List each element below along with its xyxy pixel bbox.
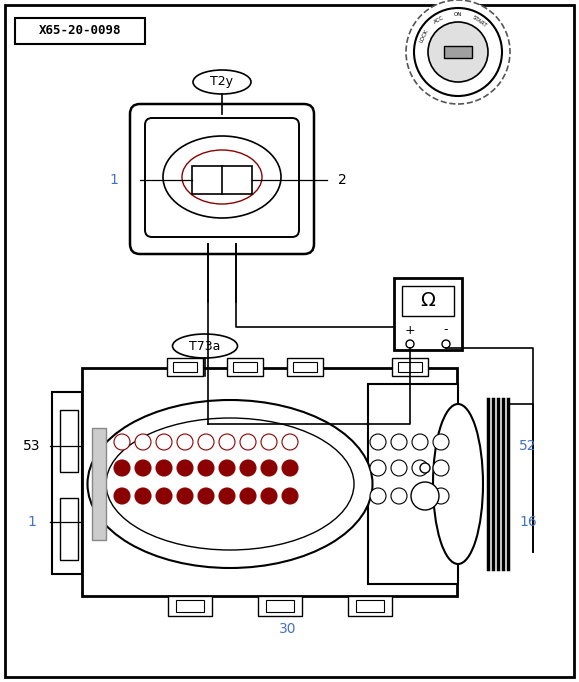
Text: ACC: ACC (434, 15, 446, 25)
Circle shape (177, 434, 193, 450)
Ellipse shape (106, 418, 354, 550)
Circle shape (370, 488, 386, 504)
Ellipse shape (163, 136, 281, 218)
Circle shape (433, 488, 449, 504)
Ellipse shape (193, 70, 251, 94)
Text: +: + (405, 323, 415, 336)
Circle shape (135, 488, 151, 504)
Circle shape (420, 463, 430, 473)
Ellipse shape (433, 404, 483, 564)
Bar (92, 428, 106, 540)
Circle shape (219, 434, 235, 450)
Text: 53: 53 (23, 439, 41, 453)
Circle shape (414, 8, 502, 96)
Circle shape (433, 434, 449, 450)
Bar (52, 392, 82, 574)
Circle shape (391, 460, 407, 476)
Circle shape (411, 482, 439, 510)
Circle shape (156, 460, 172, 476)
Bar (356, 600, 384, 612)
Circle shape (240, 488, 256, 504)
Circle shape (442, 340, 450, 348)
Circle shape (219, 488, 235, 504)
Ellipse shape (87, 400, 372, 568)
Text: ON: ON (454, 12, 462, 18)
Circle shape (198, 460, 214, 476)
Text: 2: 2 (338, 173, 346, 187)
Text: LOCK: LOCK (419, 29, 430, 44)
FancyBboxPatch shape (130, 104, 314, 254)
Bar (266, 600, 294, 612)
Circle shape (114, 434, 130, 450)
Circle shape (240, 434, 256, 450)
Bar (15, 18, 145, 44)
Ellipse shape (182, 150, 262, 204)
Bar (167, 358, 203, 376)
Bar (293, 362, 317, 372)
Circle shape (370, 460, 386, 476)
Text: START: START (471, 15, 488, 29)
Circle shape (370, 434, 386, 450)
Circle shape (198, 488, 214, 504)
Bar (444, 46, 472, 58)
Circle shape (114, 460, 130, 476)
Circle shape (412, 460, 428, 476)
Circle shape (135, 460, 151, 476)
Ellipse shape (173, 334, 237, 358)
Circle shape (177, 460, 193, 476)
Text: X65-20-0098: X65-20-0098 (39, 25, 121, 38)
Bar (60, 410, 78, 472)
Circle shape (114, 488, 130, 504)
Circle shape (433, 460, 449, 476)
Bar (402, 286, 454, 316)
Circle shape (135, 434, 151, 450)
Text: 1: 1 (109, 173, 119, 187)
Circle shape (219, 460, 235, 476)
Bar (60, 498, 78, 560)
Circle shape (391, 488, 407, 504)
Circle shape (391, 434, 407, 450)
Text: 1: 1 (28, 515, 36, 529)
Circle shape (156, 488, 172, 504)
Bar (168, 596, 212, 616)
Circle shape (282, 460, 298, 476)
Text: T73a: T73a (189, 340, 221, 353)
Text: Ω: Ω (420, 291, 435, 310)
Text: T2y: T2y (211, 76, 233, 89)
Text: -: - (444, 323, 448, 336)
Bar (398, 362, 422, 372)
FancyBboxPatch shape (145, 118, 299, 237)
Circle shape (177, 488, 193, 504)
Text: 16: 16 (519, 515, 537, 529)
Bar (173, 362, 197, 372)
Circle shape (428, 22, 488, 82)
Bar (82, 368, 457, 596)
Bar (392, 358, 428, 376)
Bar (176, 600, 204, 612)
Circle shape (261, 460, 277, 476)
Bar (192, 166, 252, 194)
Bar (368, 384, 458, 584)
Circle shape (282, 434, 298, 450)
Circle shape (261, 434, 277, 450)
Bar (233, 362, 257, 372)
Text: 30: 30 (279, 622, 297, 636)
Circle shape (406, 340, 414, 348)
Circle shape (282, 488, 298, 504)
Bar (287, 358, 323, 376)
Text: 52: 52 (519, 439, 537, 453)
Circle shape (412, 488, 428, 504)
Bar (348, 596, 392, 616)
Bar (394, 278, 462, 350)
Circle shape (261, 488, 277, 504)
Circle shape (406, 0, 510, 104)
Circle shape (412, 434, 428, 450)
Circle shape (156, 434, 172, 450)
Circle shape (240, 460, 256, 476)
Bar (227, 358, 263, 376)
Circle shape (198, 434, 214, 450)
Bar (258, 596, 302, 616)
